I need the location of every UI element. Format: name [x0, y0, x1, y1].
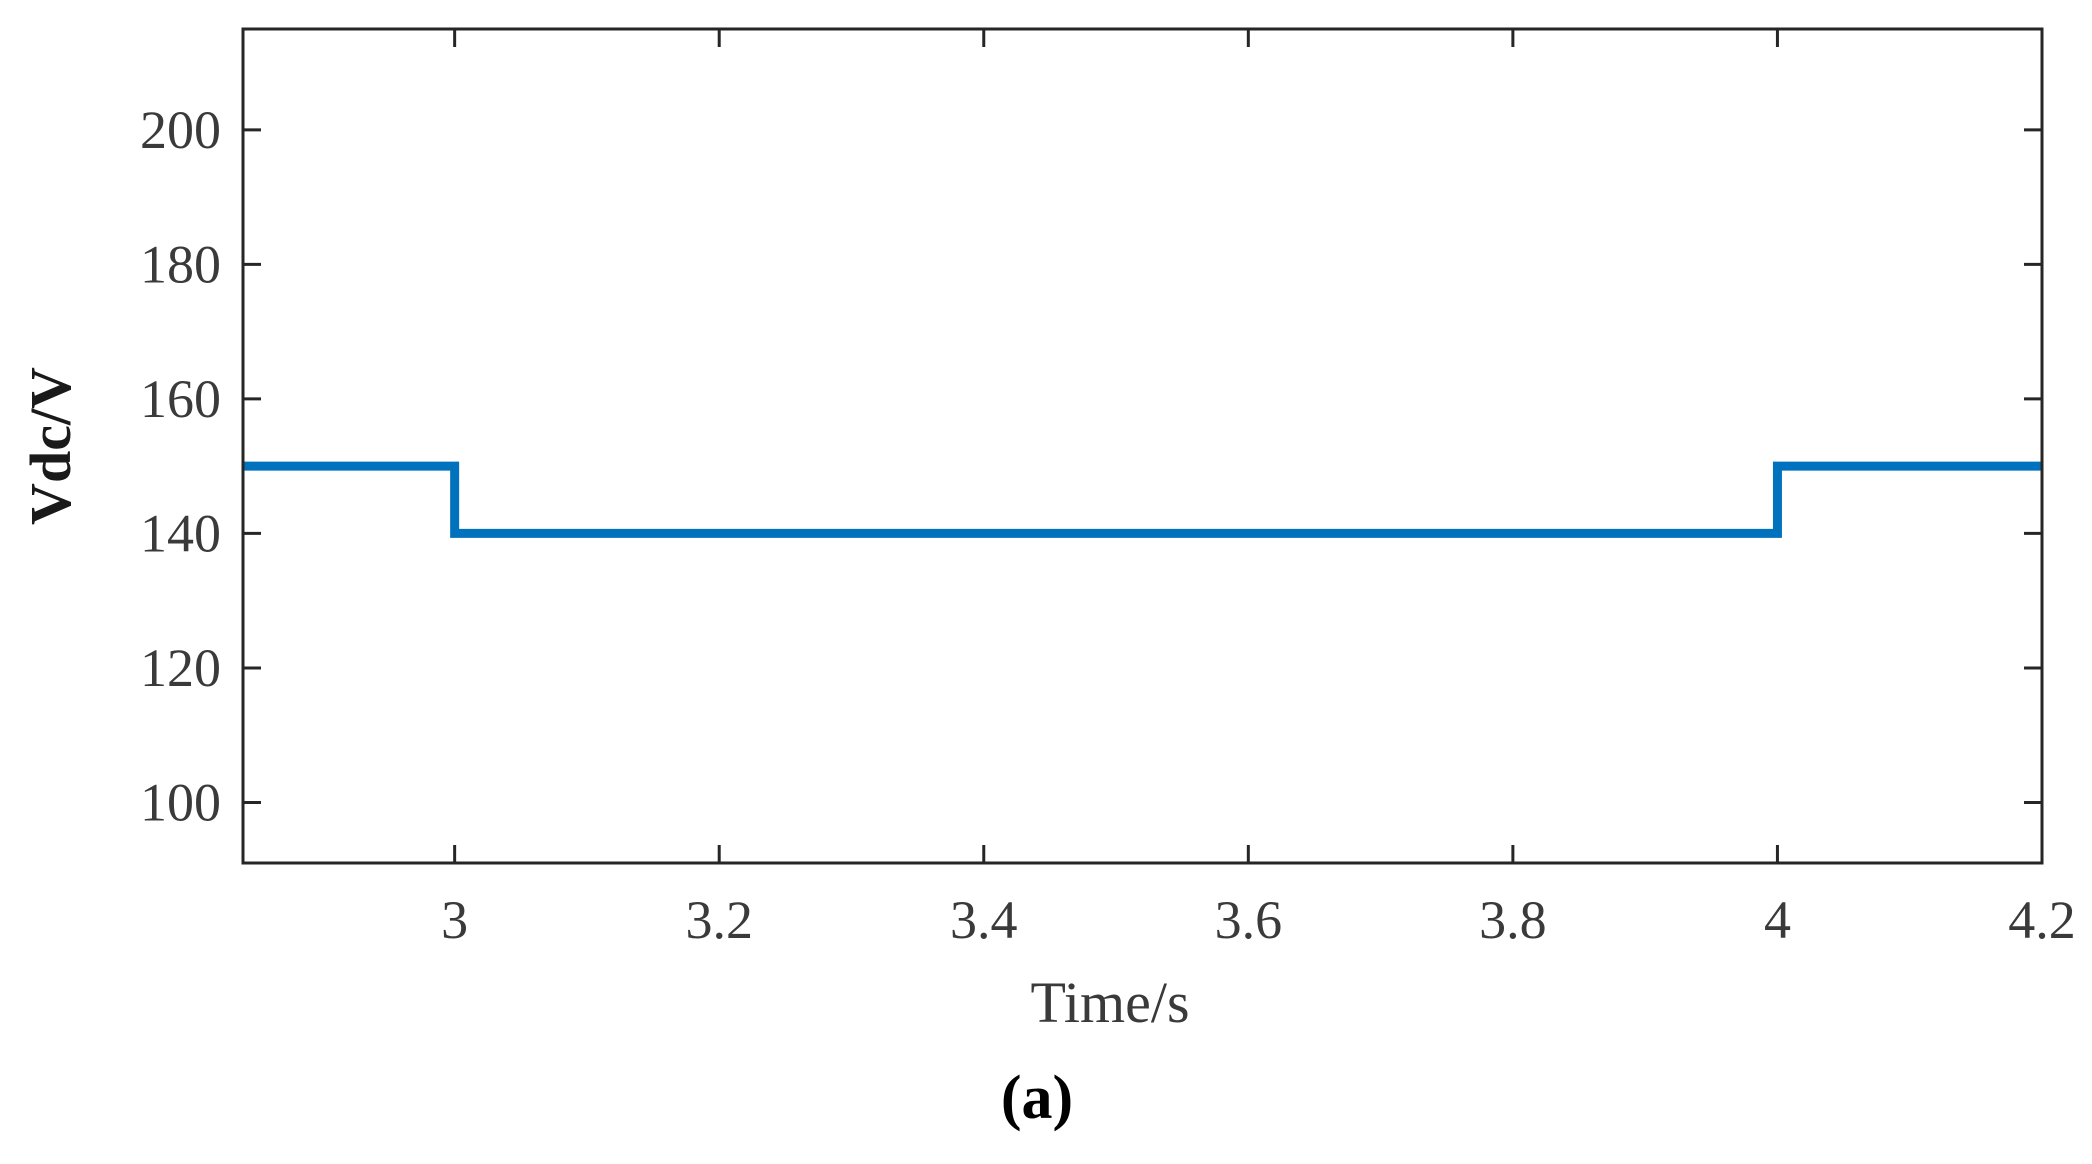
- panel-label: (a): [1001, 1064, 1073, 1132]
- x-tick-label: 4.2: [2008, 890, 2076, 950]
- x-tick-label: 3.6: [1215, 890, 1283, 950]
- x-tick-label: 3.4: [950, 890, 1018, 950]
- x-axis-label: Time/s: [1030, 970, 1189, 1035]
- y-tick-label: 120: [140, 638, 221, 698]
- y-tick-label: 180: [140, 234, 221, 294]
- axis-ticks: [243, 29, 2044, 863]
- y-tick-label: 160: [140, 369, 221, 429]
- y-tick-label: 200: [140, 100, 221, 160]
- tick-labels: 3 3.2 3.4 3.6 3.8 4 4.2 100 120 140 160 180 200: [140, 100, 2076, 950]
- series-layer: [243, 461, 2042, 538]
- y-tick-label: 100: [140, 772, 221, 832]
- x-tick-label: 4: [1764, 890, 1791, 950]
- plot-frame: [241, 27, 2044, 865]
- series-line-0: [243, 461, 2042, 538]
- x-tick-label: 3: [441, 890, 468, 950]
- x-tick-label: 3.2: [685, 890, 753, 950]
- y-axis-label: Vdc/V: [18, 367, 83, 525]
- x-tick-label: 3.8: [1479, 890, 1547, 950]
- y-tick-label: 140: [140, 503, 221, 563]
